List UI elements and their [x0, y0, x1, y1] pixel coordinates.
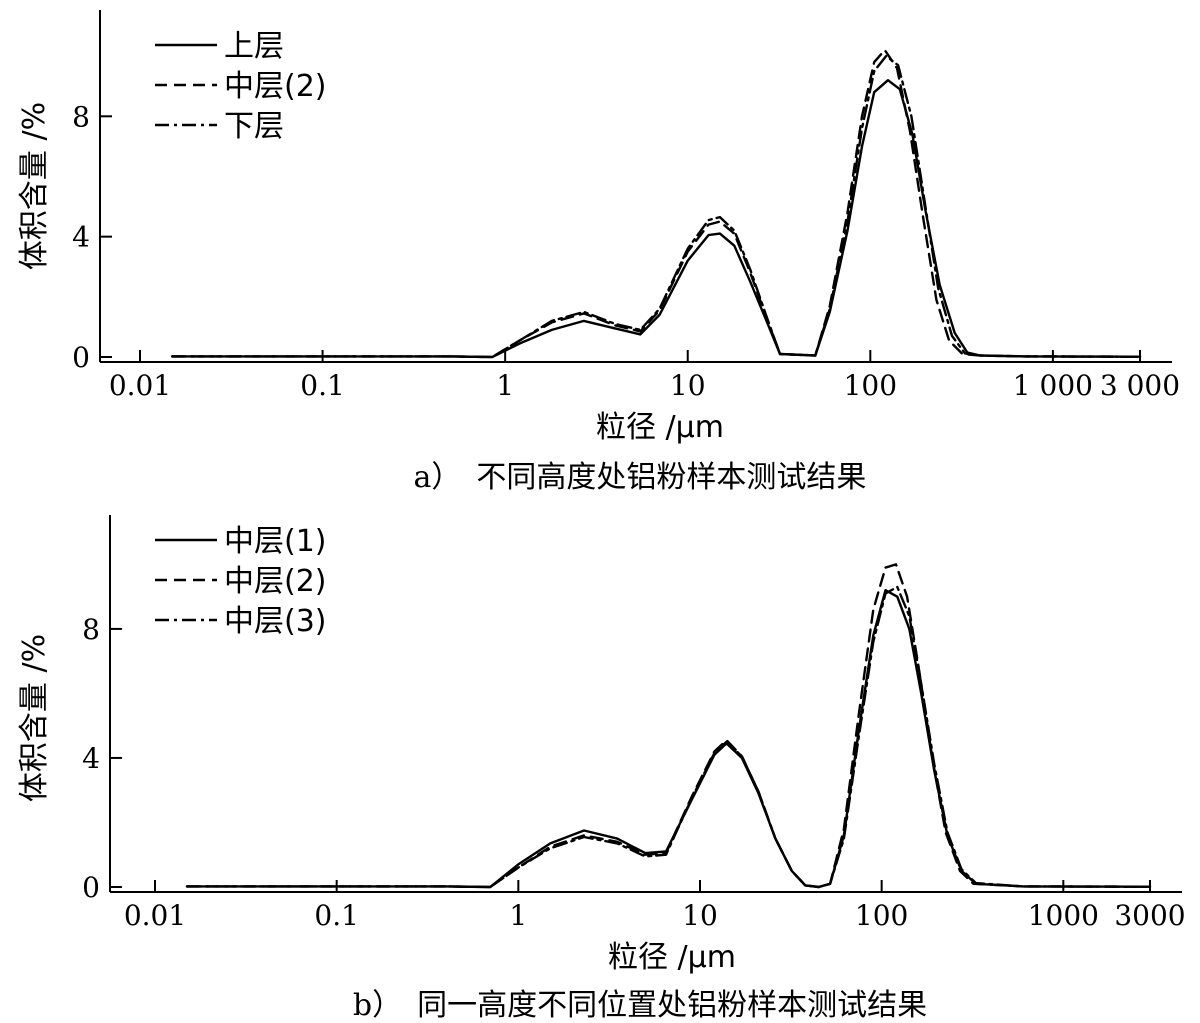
x-axis-label: 粒径 /μm [596, 410, 724, 445]
series-line-1 [185, 589, 1152, 889]
y-ticks: 0 4 8 [72, 100, 112, 374]
y-ticks: 0 4 8 [82, 613, 122, 904]
x-tick-label: 0.1 [300, 369, 345, 402]
x-axis-label: 粒径 /μm [608, 940, 736, 975]
legend-label: 中层(2) [224, 564, 327, 599]
series-line-2 [185, 563, 1152, 889]
legend-label: 下层 [224, 109, 284, 144]
x-tick-label: 0.01 [109, 369, 171, 402]
series-line-3 [171, 54, 1142, 359]
x-ticks: 0.01 0.1 1 10 100 1 000 3 000 [109, 350, 1180, 402]
legend-label: 中层(3) [224, 604, 327, 639]
y-axis-label: 体积含量 /% [17, 634, 52, 802]
legend-label: 中层(2) [224, 69, 327, 104]
x-tick-label: 100 [855, 899, 908, 932]
x-tick-label: 1 [496, 369, 514, 402]
y-tick-label: 0 [72, 341, 90, 374]
x-tick-label: 0.1 [314, 899, 359, 932]
x-tick-label: 3 000 [1100, 369, 1180, 402]
legend-label: 中层(1) [224, 524, 327, 559]
series-group [171, 48, 1142, 359]
caption-a: a） 不同高度处铝粉样本测试结果 [414, 460, 867, 495]
y-tick-label: 0 [82, 871, 100, 904]
x-tick-label: 3000 [1114, 899, 1185, 932]
y-tick-label: 4 [72, 221, 90, 254]
x-tick-label: 0.01 [124, 899, 186, 932]
x-tick-label: 1 [509, 899, 527, 932]
y-tick-label: 8 [82, 613, 100, 646]
legend: 中层(1) 中层(2) 中层(3) [155, 524, 327, 639]
x-tick-label: 100 [844, 369, 897, 402]
series-line-3 [185, 585, 1152, 889]
y-axis-label: 体积含量 /% [17, 102, 52, 270]
x-tick-label: 10 [682, 899, 718, 932]
x-ticks: 0.01 0.1 1 10 100 1000 3000 [124, 880, 1186, 932]
x-tick-label: 1 000 [1013, 369, 1093, 402]
series-group [185, 563, 1152, 889]
caption-b: b） 同一高度不同位置处铝粉样本测试结果 [353, 988, 927, 1023]
x-tick-label: 10 [670, 369, 706, 402]
x-tick-label: 1000 [1028, 899, 1099, 932]
y-tick-label: 4 [82, 742, 100, 775]
y-tick-label: 8 [72, 100, 90, 133]
legend-label: 上层 [224, 29, 284, 64]
chart-panel-b: 0.01 0.1 1 10 100 1000 3000 0 4 8 中层(1) 中层(2) 中层(3… [17, 515, 1186, 1023]
